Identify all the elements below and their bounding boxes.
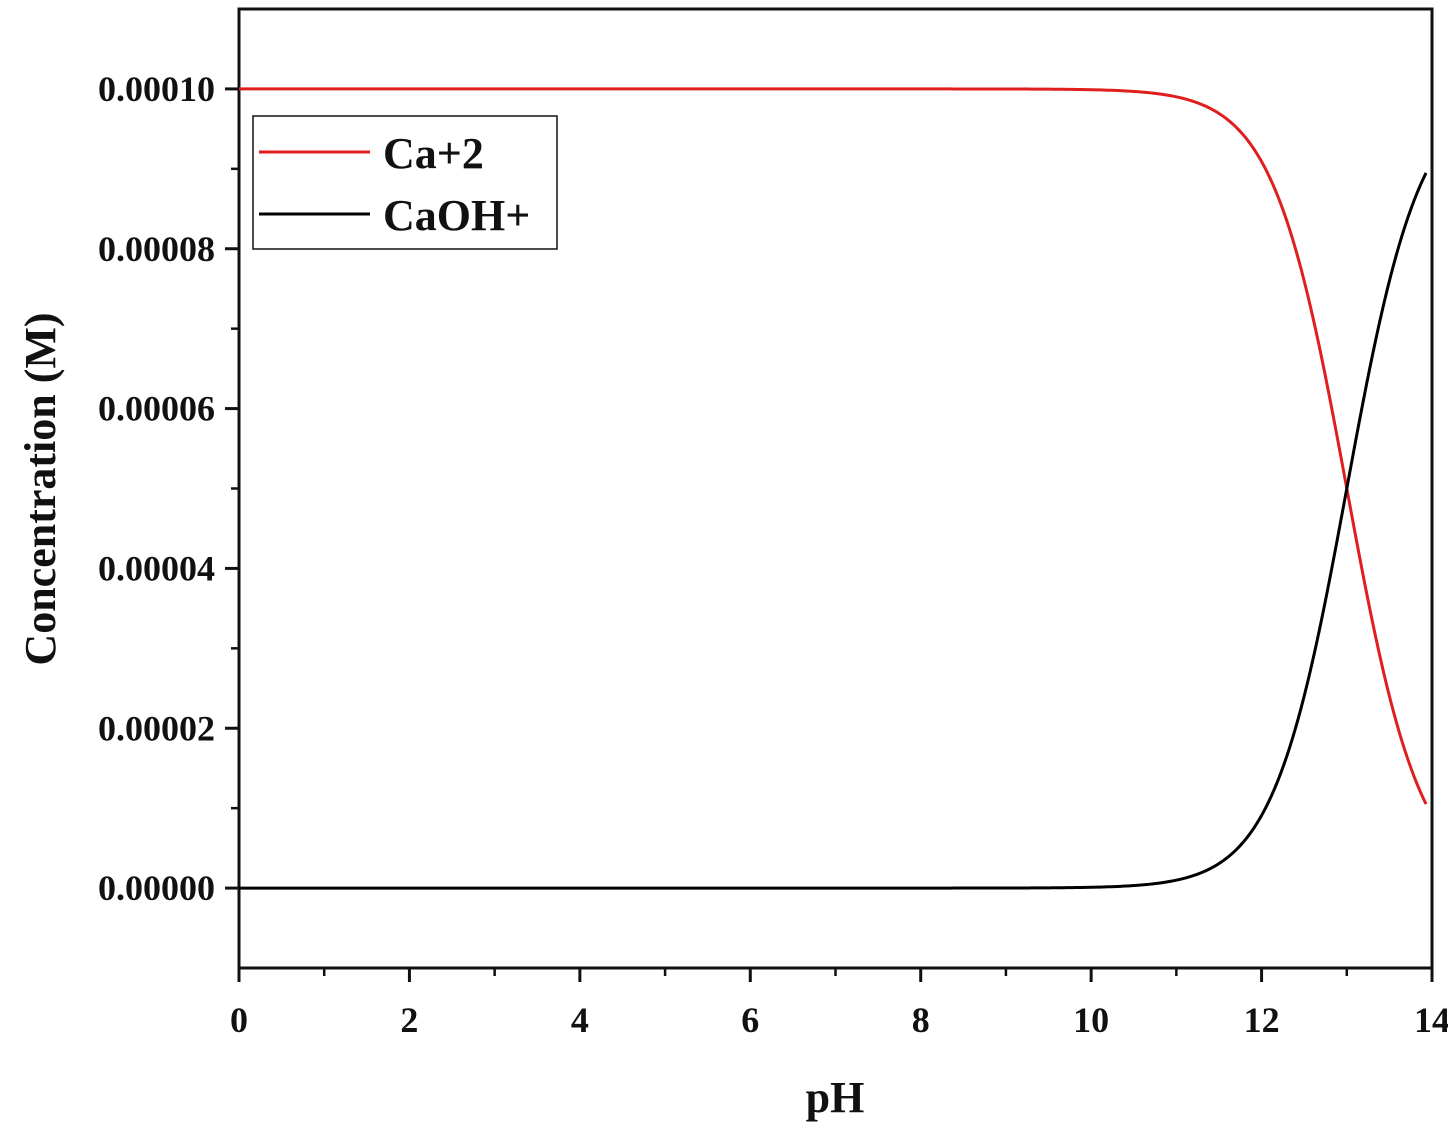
- x-tick-label: 10: [1073, 1000, 1109, 1040]
- x-tick-label: 14: [1414, 1000, 1448, 1040]
- y-tick-label: 0.00000: [98, 868, 215, 908]
- y-axis: 0.00000 0.00002 0.00004 0.00006 0.00008 0.000…: [98, 69, 239, 908]
- x-tick-label: 12: [1244, 1000, 1280, 1040]
- legend-box: [252, 115, 558, 250]
- watermark: 知乎 @大大怪: [1157, 1044, 1410, 1090]
- y-axis-title: Concentration (M): [16, 312, 65, 665]
- legend-label-caoh: CaOH+: [383, 191, 530, 240]
- x-tick-label: 2: [400, 1000, 418, 1040]
- x-tick-label: 0: [230, 1000, 248, 1040]
- y-tick-label: 0.00004: [98, 548, 215, 588]
- x-axis-title: pH: [806, 1073, 865, 1122]
- series-line-ca2: [239, 87, 1428, 805]
- y-tick-label: 0.00010: [98, 69, 215, 109]
- y-tick-label: 0.00002: [98, 708, 215, 748]
- legend: Ca+2 CaOH+: [252, 115, 558, 250]
- y-tick-label: 0.00006: [98, 389, 215, 429]
- x-tick-label: 8: [912, 1000, 930, 1040]
- series-line-caoh: [239, 172, 1428, 890]
- legend-label-ca2: Ca+2: [383, 129, 484, 178]
- series: [239, 87, 1428, 890]
- x-tick-label: 4: [571, 1000, 589, 1040]
- x-axis: 0 2 4 6 8 10 12 14: [230, 968, 1448, 1040]
- x-tick-label: 6: [741, 1000, 759, 1040]
- y-tick-label: 0.00008: [98, 229, 215, 269]
